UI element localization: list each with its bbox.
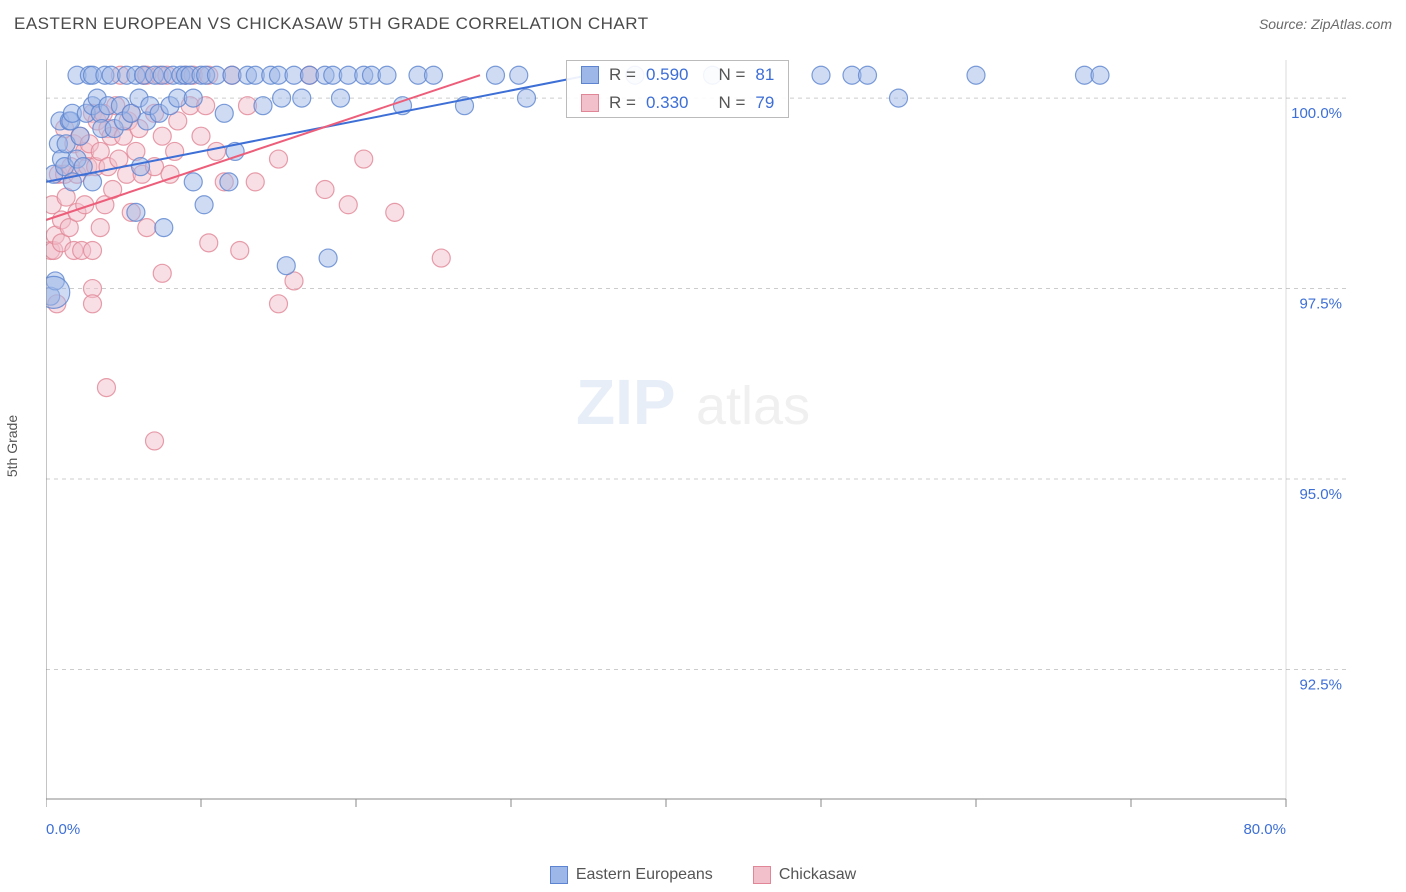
correlation-row-1: R = 0.590 N = 81: [567, 61, 788, 89]
legend-swatch-series-1: [581, 66, 599, 84]
corr-n-value-1: 81: [755, 65, 774, 85]
corr-n-value-2: 79: [755, 93, 774, 113]
legend-swatch-1: [550, 866, 568, 884]
x-tick-label: 0.0%: [46, 821, 80, 838]
source-attribution: Source: ZipAtlas.com: [1259, 16, 1392, 32]
corr-n-label: N =: [718, 93, 745, 113]
correlation-row-2: R = 0.330 N = 79: [567, 89, 788, 117]
legend-swatch-series-2: [581, 94, 599, 112]
x-tick-label: 80.0%: [1236, 821, 1286, 838]
corr-r-label: R =: [609, 65, 636, 85]
source-value: ZipAtlas.com: [1311, 16, 1392, 32]
svg-text:97.5%: 97.5%: [1299, 296, 1342, 313]
legend-item-1: Eastern Europeans: [550, 866, 713, 884]
corr-r-label: R =: [609, 93, 636, 113]
legend-label-1: Eastern Europeans: [576, 866, 713, 884]
legend-swatch-2: [753, 866, 771, 884]
correlation-legend-box: R = 0.590 N = 81 R = 0.330 N = 79: [566, 60, 789, 118]
y-tick-labels: 92.5% 95.0% 97.5% 100.0%: [1291, 105, 1342, 693]
svg-text:95.0%: 95.0%: [1299, 486, 1342, 503]
plot-area: ZIP atlas 92.5% 95.0% 97.5% 100.0% R = 0.59…: [46, 54, 1346, 814]
corr-n-label: N =: [718, 65, 745, 85]
corr-r-value-2: 0.330: [646, 93, 689, 113]
title-bar: EASTERN EUROPEAN VS CHICKASAW 5TH GRADE …: [14, 14, 1392, 34]
legend-item-2: Chickasaw: [753, 866, 856, 884]
chart-container: EASTERN EUROPEAN VS CHICKASAW 5TH GRADE …: [0, 0, 1406, 892]
source-label: Source:: [1259, 16, 1311, 32]
svg-text:100.0%: 100.0%: [1291, 105, 1342, 122]
legend-bottom: Eastern Europeans Chickasaw: [0, 866, 1406, 884]
legend-label-2: Chickasaw: [779, 866, 856, 884]
scatter-plot-svg: ZIP atlas 92.5% 95.0% 97.5% 100.0%: [46, 54, 1346, 814]
watermark-zip: ZIP: [576, 366, 676, 438]
svg-text:92.5%: 92.5%: [1299, 676, 1342, 693]
chart-title: EASTERN EUROPEAN VS CHICKASAW 5TH GRADE …: [14, 14, 649, 34]
corr-r-value-1: 0.590: [646, 65, 689, 85]
y-axis-label: 5th Grade: [4, 415, 20, 477]
watermark-atlas: atlas: [696, 376, 810, 436]
